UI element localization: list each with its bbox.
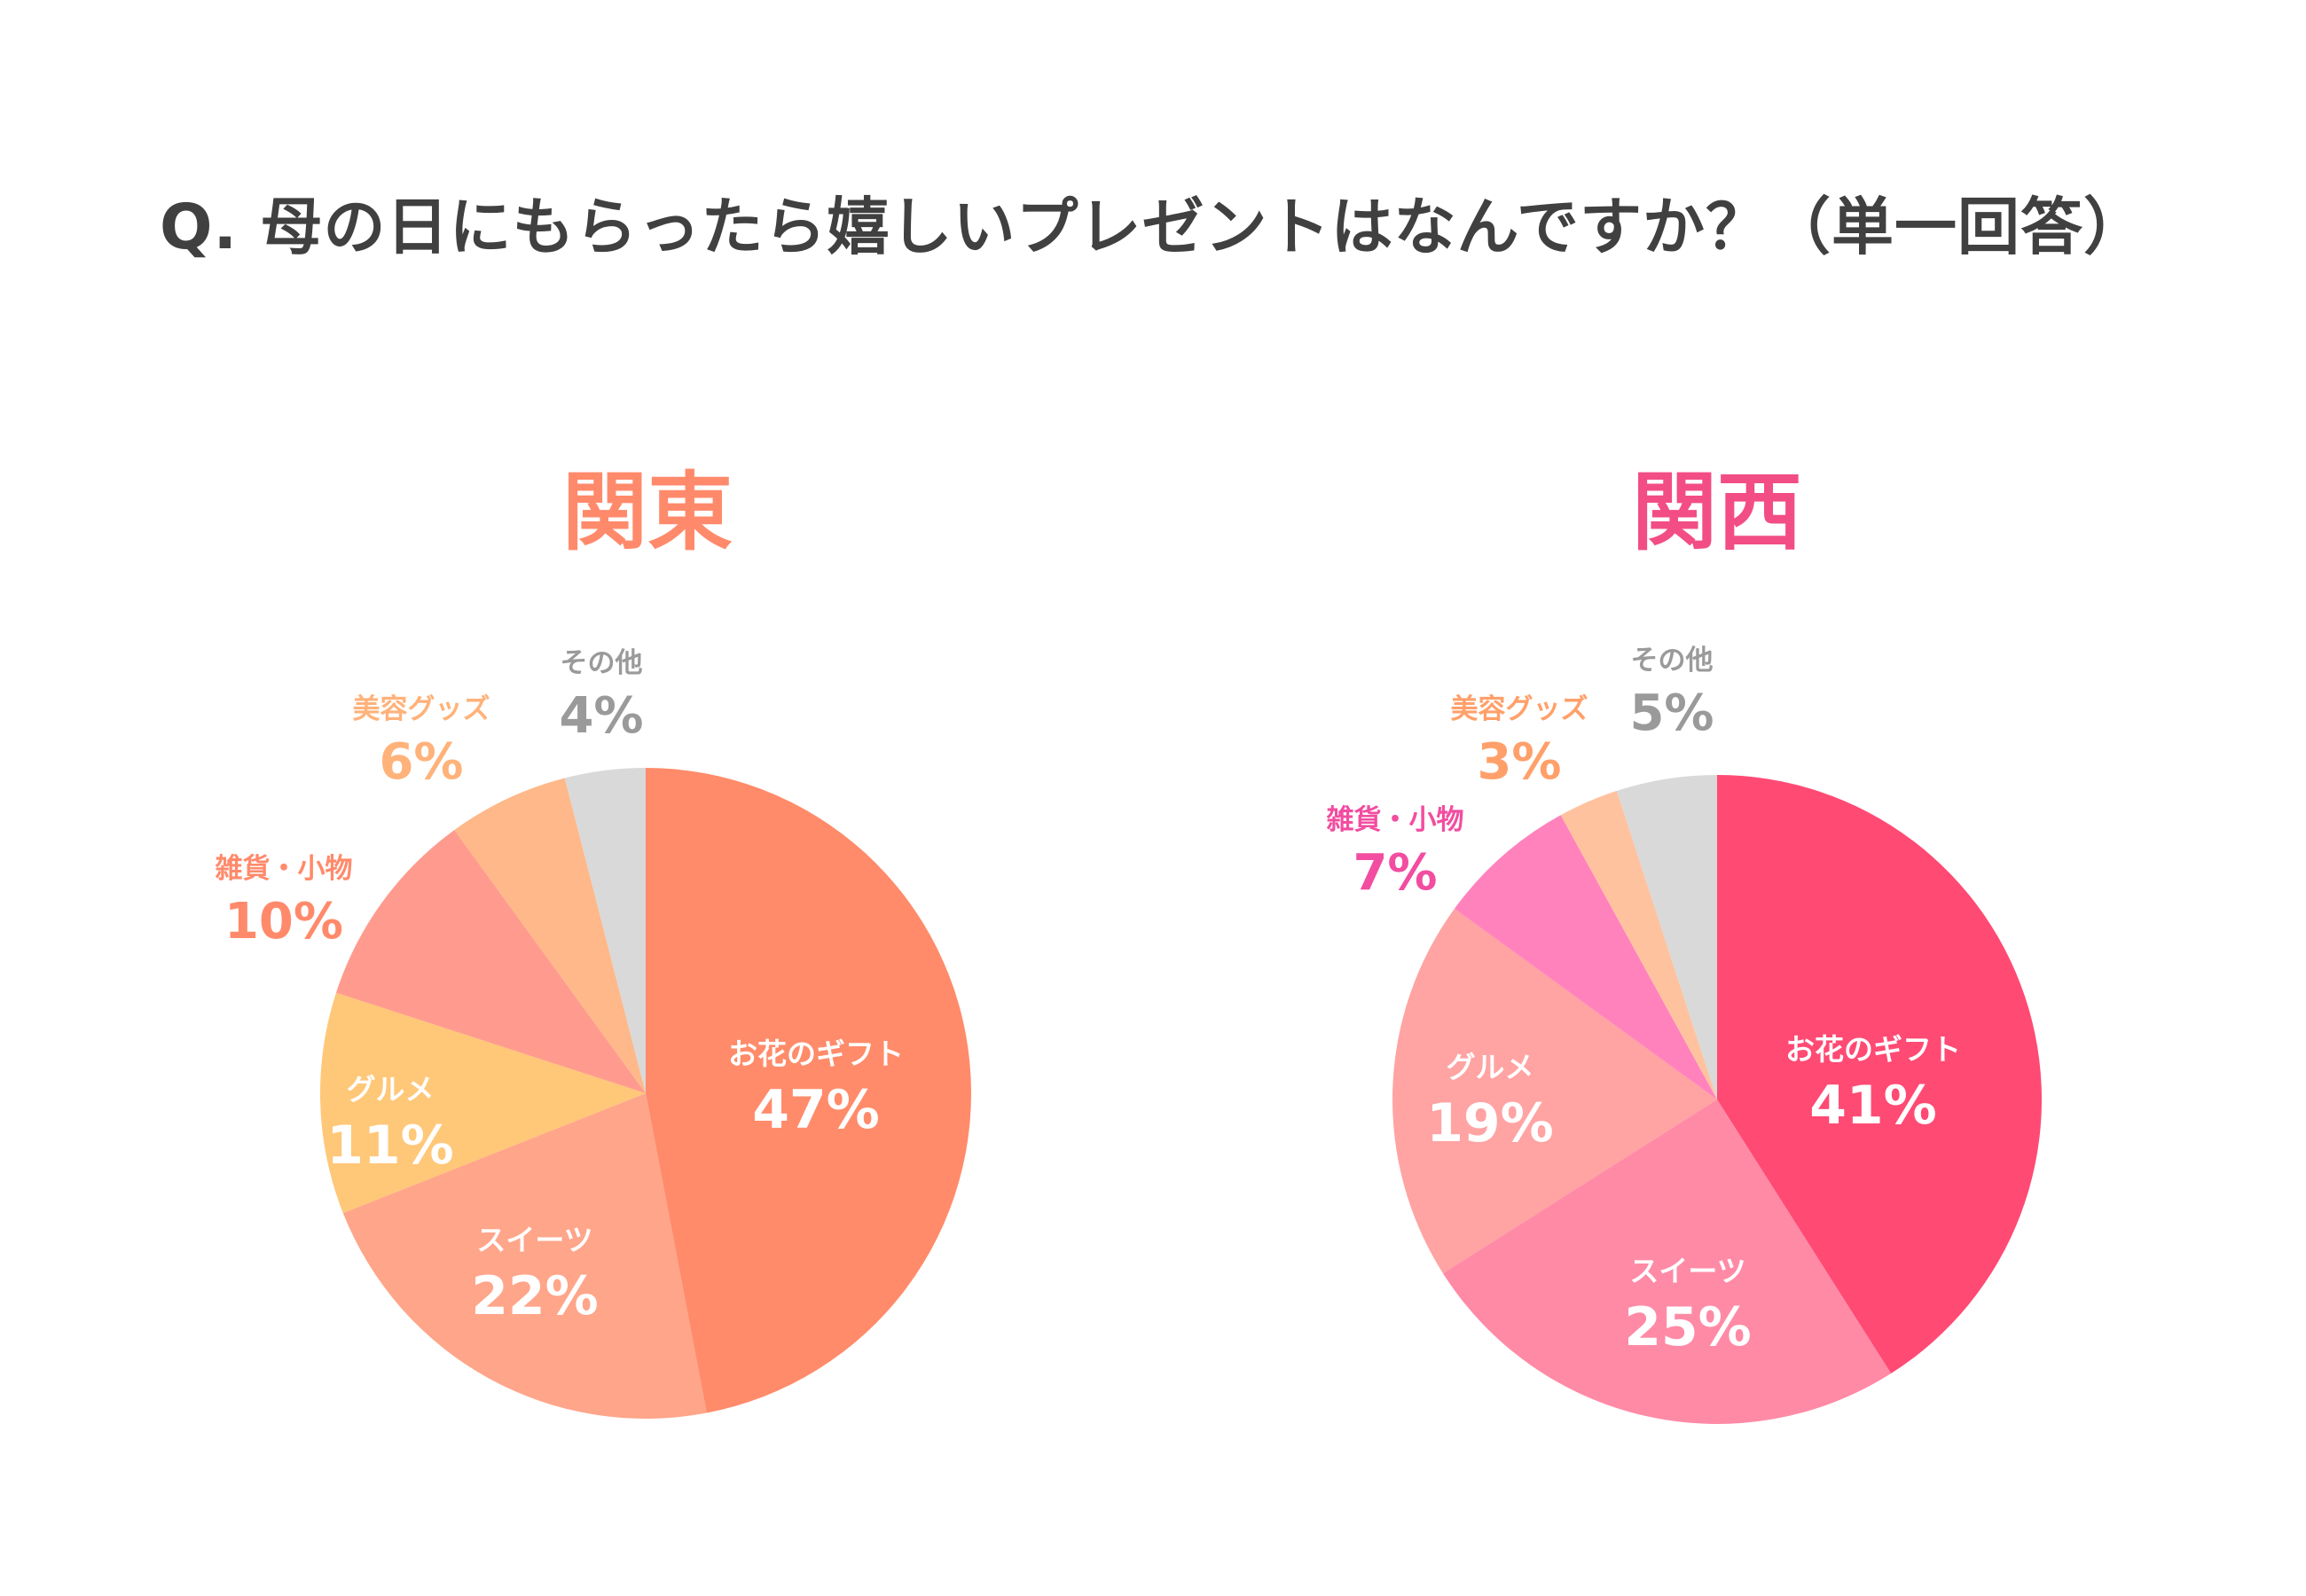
pie-slice-kansai-4 bbox=[1560, 790, 1717, 1099]
slice-value-kanto-2: 11% bbox=[326, 1115, 454, 1177]
slice-label-kanto-5: その他 bbox=[561, 647, 643, 679]
slice-value-kanto-3: 10% bbox=[224, 893, 343, 951]
slice-value-kanto-5: 4% bbox=[559, 687, 643, 745]
slice-label-kansai-1: スイーツ bbox=[1629, 1254, 1745, 1288]
pie-slice-kansai-2 bbox=[1392, 908, 1717, 1274]
slice-label-kansai-2: グルメ bbox=[1447, 1050, 1534, 1084]
pie-slice-kanto-5 bbox=[564, 768, 646, 1093]
slice-value-kansai-2: 19% bbox=[1426, 1092, 1554, 1154]
slice-label-kanto-3: 雑貨・小物 bbox=[215, 853, 353, 885]
pie-slice-kanto-3 bbox=[335, 830, 646, 1093]
slice-label-kanto-1: スイーツ bbox=[476, 1223, 592, 1257]
chart-title: Q. 母の日にもらったら嬉しいプレゼントはなんですか？（単一回答） bbox=[160, 191, 2146, 263]
pie-slice-kanto-2 bbox=[319, 992, 646, 1214]
slice-value-kansai-5: 5% bbox=[1629, 685, 1714, 742]
slice-label-kansai-5: その他 bbox=[1631, 645, 1714, 677]
slice-label-kanto-4: 美容グッズ bbox=[353, 693, 490, 725]
region-title-kansai: 関西 bbox=[1632, 463, 1802, 562]
slice-label-kanto-0: お花のギフト bbox=[728, 1037, 904, 1071]
pie-slice-kansai-3 bbox=[1454, 815, 1717, 1099]
slice-label-kanto-2: グルメ bbox=[347, 1072, 435, 1107]
slice-label-kansai-3: 雑貨・小物 bbox=[1326, 804, 1464, 836]
slice-value-kanto-4: 6% bbox=[379, 733, 463, 791]
slice-label-kansai-4: 美容グッズ bbox=[1451, 693, 1588, 725]
slice-value-kansai-3: 7% bbox=[1353, 844, 1437, 902]
slice-value-kansai-4: 3% bbox=[1477, 733, 1561, 791]
pie-slice-kanto-0 bbox=[646, 768, 972, 1413]
slice-label-kansai-0: お花のギフト bbox=[1785, 1032, 1961, 1067]
pie-slice-kanto-4 bbox=[454, 778, 646, 1093]
pie-slice-kansai-0 bbox=[1717, 775, 2042, 1374]
pie-slice-kansai-1 bbox=[1442, 1099, 1892, 1424]
slice-value-kanto-0: 47% bbox=[752, 1079, 880, 1141]
slice-value-kansai-0: 41% bbox=[1809, 1075, 1937, 1137]
slice-value-kansai-1: 25% bbox=[1624, 1296, 1752, 1358]
pie-slice-kanto-1 bbox=[342, 1093, 707, 1420]
pie-slice-kansai-5 bbox=[1616, 775, 1717, 1099]
region-title-kanto: 関東 bbox=[562, 463, 733, 562]
slice-value-kanto-1: 22% bbox=[471, 1265, 599, 1327]
